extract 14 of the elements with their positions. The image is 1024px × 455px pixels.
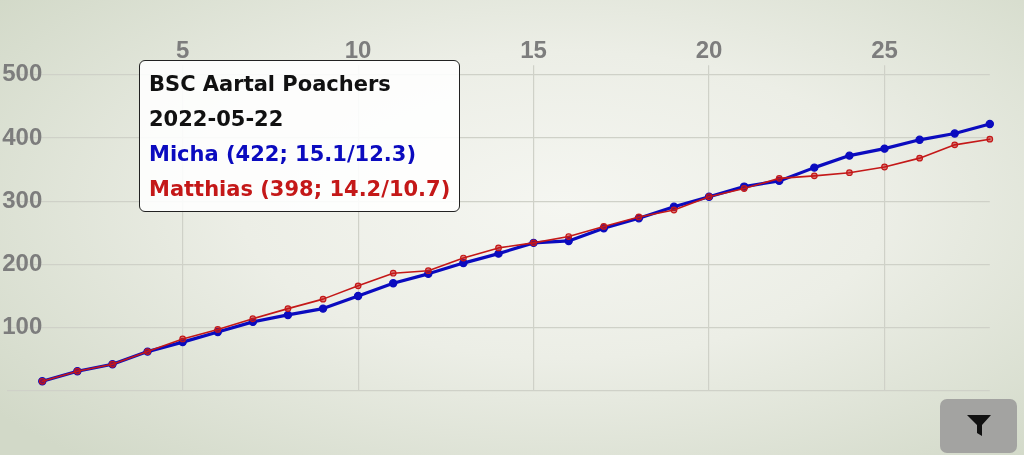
text: Micha (422; 15.1/12.3) — [149, 141, 417, 168]
text: 2022-05-22 — [149, 106, 285, 133]
chart-title: BSC Aartal Poachers — [149, 71, 392, 98]
x-tick-label: 15 — [520, 36, 547, 63]
y-tick-label: 200 — [2, 248, 43, 276]
y-tick-label: 500 — [2, 59, 43, 87]
x-tick-label: 10 — [344, 36, 372, 63]
y-tick-label: 300 — [2, 185, 43, 213]
x-tick-label: 20 — [695, 36, 723, 63]
x-tick-label: 5 — [175, 36, 190, 63]
x-tick-label: 25 — [871, 36, 898, 63]
y-tick-label: 100 — [2, 312, 43, 340]
y-tick-label: 400 — [2, 122, 43, 150]
text: Matthias (398; 14.2/10.7) — [149, 176, 451, 203]
